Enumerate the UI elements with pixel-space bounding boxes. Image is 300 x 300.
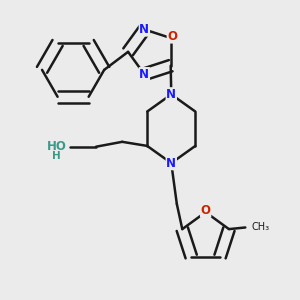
Text: H: H: [52, 151, 61, 161]
Text: CH₃: CH₃: [252, 223, 270, 232]
Text: N: N: [166, 88, 176, 101]
Text: N: N: [166, 157, 176, 169]
Text: O: O: [201, 204, 211, 217]
Text: N: N: [140, 23, 149, 36]
Text: N: N: [140, 68, 149, 81]
Text: O: O: [167, 30, 177, 43]
Text: HO: HO: [47, 140, 67, 153]
